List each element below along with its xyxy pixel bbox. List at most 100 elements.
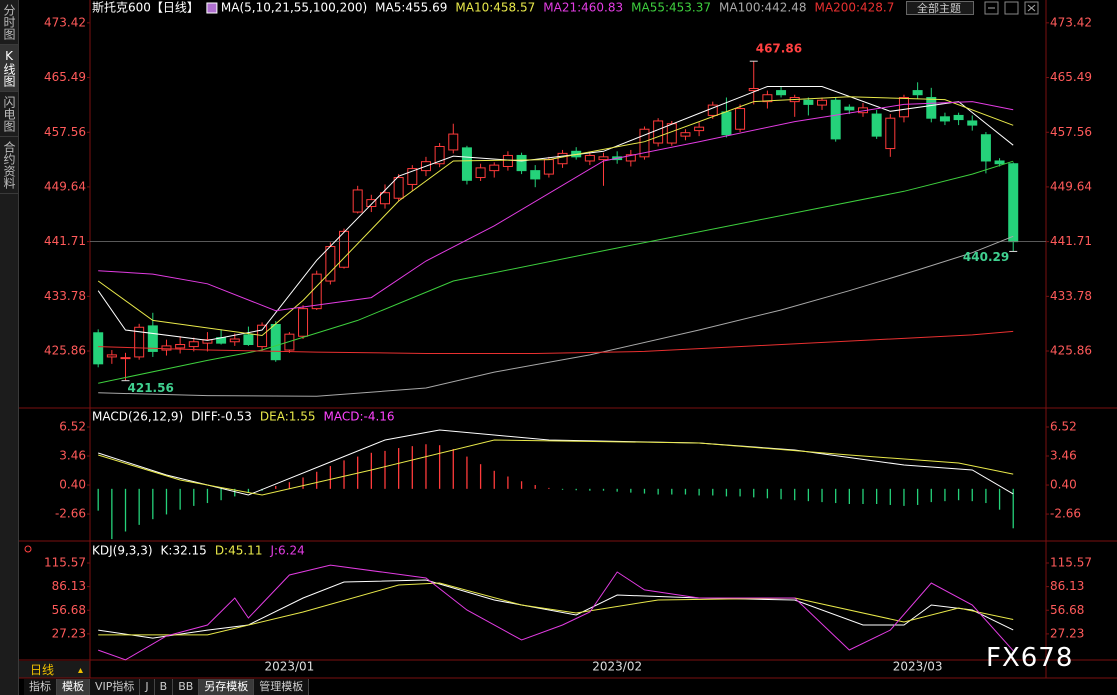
indicator-line bbox=[98, 579, 1014, 639]
y-tick-label-right: 86.13 bbox=[1050, 579, 1084, 593]
icon-close[interactable] bbox=[1024, 1, 1039, 15]
x-tick-label: 2023/03 bbox=[893, 660, 943, 674]
candle-body bbox=[502, 154, 513, 167]
indicator-line bbox=[98, 330, 1014, 354]
y-tick-label-right: 457.56 bbox=[1050, 125, 1092, 139]
y-tick-label: 3.46 bbox=[59, 449, 86, 463]
sidebar-tab[interactable]: 合约资料 bbox=[0, 137, 18, 194]
candle-body bbox=[339, 230, 350, 268]
bottom-tab[interactable]: J bbox=[140, 679, 155, 695]
candle-body bbox=[298, 308, 309, 337]
candle-body bbox=[202, 339, 213, 344]
candle-body bbox=[530, 170, 541, 180]
candle-body bbox=[735, 108, 746, 130]
sidebar-tab[interactable]: K线图 bbox=[0, 45, 18, 92]
y-tick-label-right: 56.68 bbox=[1050, 603, 1084, 617]
candle-body bbox=[748, 88, 759, 92]
candle-body bbox=[379, 192, 390, 205]
x-tick-label: 2023/01 bbox=[264, 660, 314, 674]
candle-body bbox=[461, 147, 472, 181]
panel-icon bbox=[24, 545, 32, 553]
bottom-tab[interactable]: B bbox=[154, 679, 174, 695]
indicator-label: MA(5,10,21,55,100,200) bbox=[221, 1, 367, 15]
y-tick-label: 473.42 bbox=[44, 15, 86, 29]
candle-body bbox=[844, 106, 855, 111]
icon-minimize[interactable] bbox=[984, 1, 999, 15]
y-tick-label-right: 3.46 bbox=[1050, 449, 1077, 463]
y-tick-label-right: 449.64 bbox=[1050, 179, 1092, 193]
y-tick-label-right: 0.40 bbox=[1050, 478, 1077, 492]
candle-body bbox=[694, 126, 705, 132]
bottom-tab[interactable]: 管理模板 bbox=[254, 679, 310, 695]
y-tick-label: 115.57 bbox=[44, 556, 86, 570]
candle-body bbox=[885, 117, 896, 150]
x-tick-label: 2023/02 bbox=[592, 660, 642, 674]
candle-body bbox=[776, 90, 787, 96]
legend-item: K:32.15 bbox=[161, 544, 207, 558]
candle-body bbox=[516, 154, 527, 172]
candle-body bbox=[1008, 163, 1019, 243]
candle-body bbox=[653, 120, 664, 144]
bottom-tab[interactable]: 模板 bbox=[57, 679, 90, 695]
y-tick-label-right: 441.71 bbox=[1050, 234, 1092, 248]
candle-body bbox=[871, 113, 882, 137]
sidebar: 分时图 K线图 闪电图 合约资料 bbox=[0, 0, 19, 695]
toolbar-icons bbox=[966, 1, 1039, 15]
candle-body bbox=[489, 164, 500, 172]
y-tick-label-right: 115.57 bbox=[1050, 556, 1092, 570]
indicator-line bbox=[97, 96, 1014, 337]
legend-item: MA55:453.37 bbox=[631, 1, 711, 15]
candle-body bbox=[434, 145, 445, 165]
indicator-line bbox=[98, 582, 1014, 636]
candle-body bbox=[475, 167, 486, 179]
bottom-tabs: 指标 模板 VIP指标 J B BB 另存模板 管理模板 bbox=[24, 679, 310, 695]
candle-body bbox=[584, 154, 595, 162]
period-box bbox=[18, 661, 90, 678]
bottom-tab[interactable]: 另存模板 bbox=[199, 679, 255, 695]
candle-body bbox=[898, 96, 909, 118]
y-tick-label: -2.66 bbox=[55, 507, 86, 521]
y-tick-label: 27.23 bbox=[52, 626, 86, 640]
candle-body bbox=[106, 354, 117, 358]
y-tick-label: 441.71 bbox=[44, 234, 86, 248]
candle-body bbox=[134, 326, 145, 358]
candle-body bbox=[93, 332, 104, 365]
y-tick-label-right: 27.23 bbox=[1050, 626, 1084, 640]
candle-body bbox=[980, 134, 991, 162]
candle-body bbox=[407, 168, 418, 185]
candle-body bbox=[803, 99, 814, 105]
bottom-tab[interactable]: BB bbox=[173, 679, 200, 695]
legend-item: MACD:-4.16 bbox=[323, 410, 394, 424]
sidebar-tab[interactable]: 闪电图 bbox=[0, 92, 18, 137]
y-tick-label: 465.49 bbox=[44, 70, 86, 84]
legend-item: DIFF:-0.53 bbox=[191, 410, 252, 424]
candle-body bbox=[229, 338, 240, 343]
indicator-icon bbox=[206, 2, 218, 14]
period-label[interactable]: 日线 bbox=[30, 663, 55, 677]
indicator-line bbox=[98, 564, 1014, 661]
candle-body bbox=[366, 199, 377, 208]
y-tick-label-right: 465.49 bbox=[1050, 70, 1092, 84]
legend-item: MA10:458.57 bbox=[455, 1, 535, 15]
y-tick-label: 449.64 bbox=[44, 179, 86, 193]
icon-maximize[interactable] bbox=[1004, 1, 1019, 15]
indicator-line bbox=[97, 86, 1014, 341]
candle-body bbox=[817, 99, 828, 106]
icon-glyph bbox=[1027, 4, 1036, 12]
y-tick-label-right: 425.86 bbox=[1050, 344, 1092, 358]
y-tick-label: 433.78 bbox=[44, 289, 86, 303]
sidebar-tab[interactable]: 分时图 bbox=[0, 0, 18, 45]
legend-item: MA5:455.69 bbox=[375, 1, 447, 15]
candle-body bbox=[120, 357, 131, 360]
y-tick-label-right: 6.52 bbox=[1050, 419, 1077, 433]
candle-body bbox=[352, 189, 363, 213]
y-tick-label: 0.40 bbox=[59, 478, 86, 492]
bottom-tab[interactable]: 指标 bbox=[24, 679, 57, 695]
candle-body bbox=[830, 99, 841, 140]
theme-button[interactable]: 全部主题 bbox=[906, 1, 974, 15]
candle-body bbox=[311, 273, 322, 310]
bottom-tab[interactable]: VIP指标 bbox=[90, 679, 141, 695]
last-low-label: 440.29 bbox=[963, 250, 1009, 264]
y-tick-label: 425.86 bbox=[44, 344, 86, 358]
candle-body bbox=[543, 159, 554, 175]
